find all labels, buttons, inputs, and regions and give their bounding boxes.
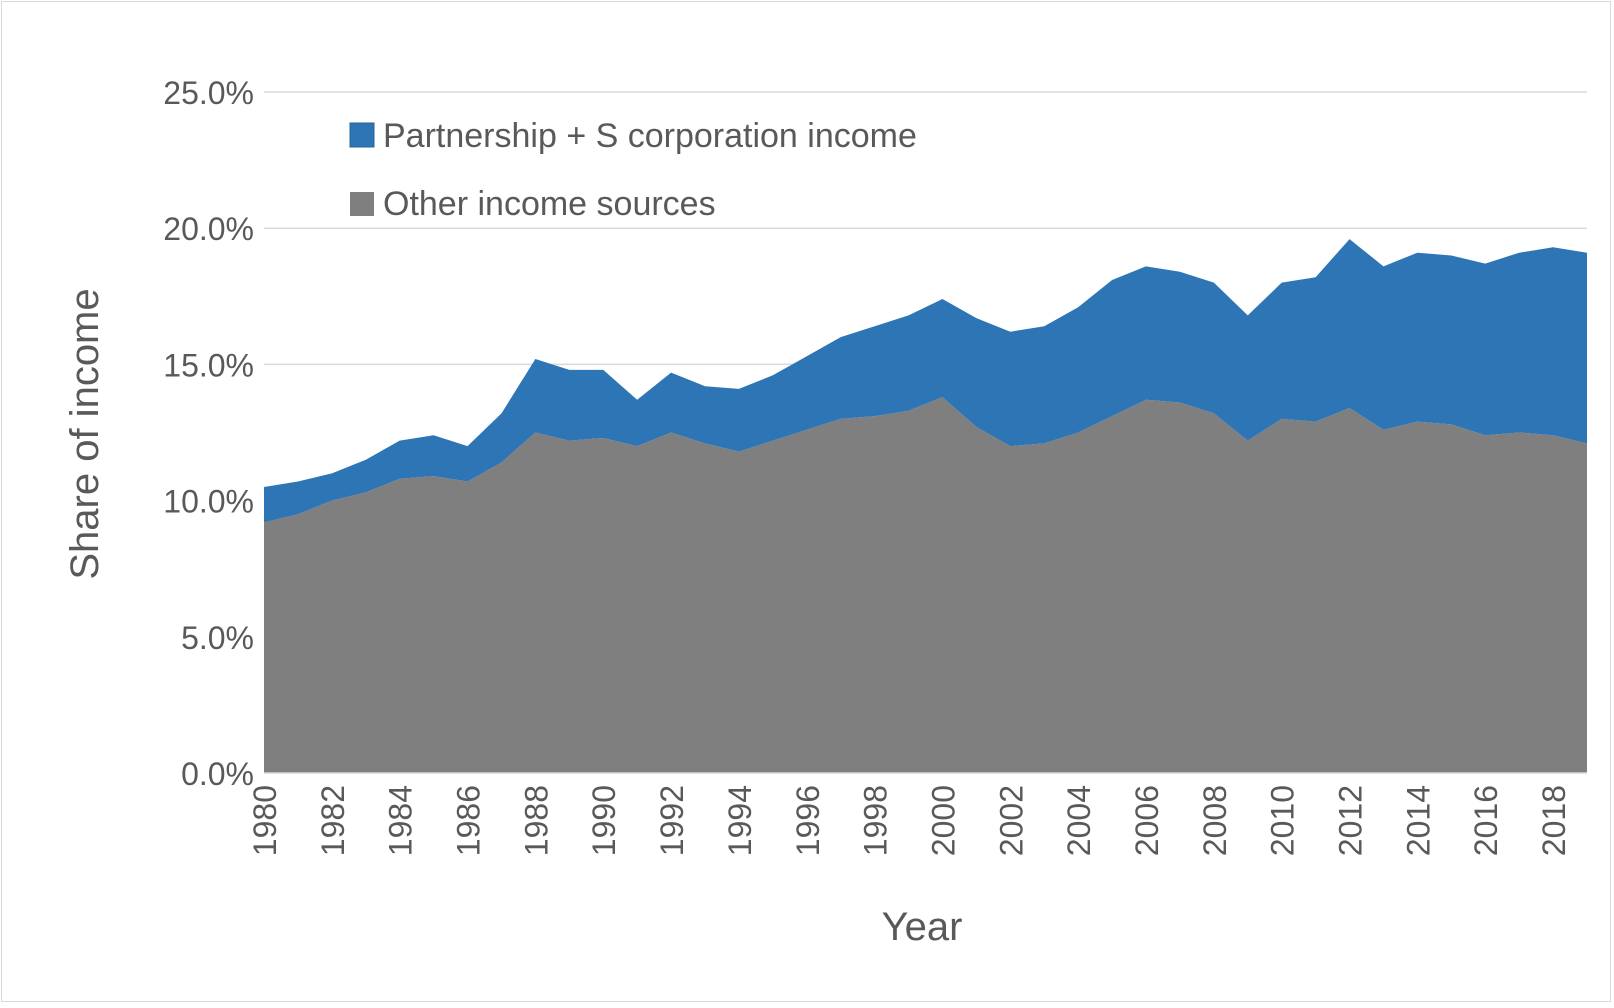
y-tick-label: 15.0%: [163, 347, 254, 383]
x-axis-title: Year: [882, 905, 963, 949]
x-tick-label: 1984: [383, 785, 419, 856]
area-partnership-income: [264, 239, 1587, 523]
legend-swatch-other: [350, 192, 374, 216]
x-axis-tick-labels: 1980 1982 1984 1986 1988 1990 1992 1994 1996 1998…: [247, 785, 1572, 856]
x-tick-label: 2010: [1265, 785, 1301, 856]
legend-label-partnership: Partnership + S corporation income: [383, 117, 917, 155]
x-tick-label: 2000: [925, 785, 961, 856]
legend-label-other: Other income sources: [383, 185, 716, 223]
legend-item-partnership: Partnership + S corporation income: [349, 117, 917, 155]
y-tick-label: 20.0%: [163, 211, 254, 247]
y-tick-label: 5.0%: [181, 620, 254, 656]
x-tick-label: 2012: [1333, 785, 1369, 856]
x-tick-label: 1996: [790, 785, 826, 856]
x-tick-label: 1980: [247, 785, 283, 856]
x-tick-label: 2018: [1536, 785, 1572, 856]
legend: Partnership + S corporation income Other…: [349, 117, 917, 223]
y-tick-label: 0.0%: [181, 756, 254, 792]
x-tick-label: 1992: [654, 785, 690, 856]
x-tick-label: 2016: [1468, 785, 1504, 856]
x-tick-label: 1982: [315, 785, 351, 856]
x-tick-label: 2002: [993, 785, 1029, 856]
x-tick-label: 2006: [1129, 785, 1165, 856]
y-axis-tick-labels: 0.0% 5.0% 10.0% 15.0% 20.0% 25.0%: [163, 75, 254, 792]
legend-item-other: Other income sources: [350, 185, 716, 223]
x-tick-label: 1990: [586, 785, 622, 856]
x-tick-label: 1986: [451, 785, 487, 856]
x-tick-label: 1988: [518, 785, 554, 856]
y-axis-title: Share of income: [63, 288, 107, 579]
x-tick-label: 2014: [1400, 785, 1436, 856]
area-other-income: [264, 397, 1587, 773]
plot-areas: [264, 239, 1587, 773]
x-tick-label: 1998: [858, 785, 894, 856]
legend-swatch-partnership: [349, 122, 375, 148]
y-tick-label: 25.0%: [163, 75, 254, 111]
x-tick-label: 1994: [722, 785, 758, 856]
x-tick-label: 2004: [1061, 785, 1097, 856]
y-tick-label: 10.0%: [163, 484, 254, 520]
x-tick-label: 2008: [1197, 785, 1233, 856]
